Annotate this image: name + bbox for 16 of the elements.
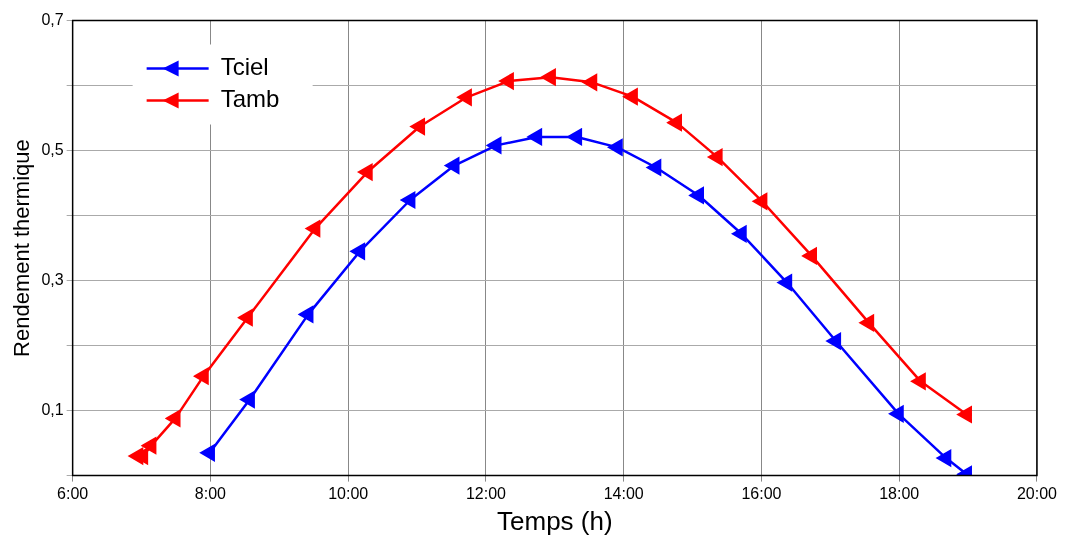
y-axis-title: Rendement thermique	[9, 139, 35, 357]
y-tick-label: 0,7	[41, 11, 64, 29]
x-tick-label: 14:00	[603, 484, 644, 502]
y-tick-label: 0,3	[41, 271, 64, 289]
y-tick-label: 0,1	[41, 401, 64, 419]
x-tick-label: 10:00	[328, 484, 369, 502]
x-tick-label: 8:00	[194, 484, 227, 502]
x-tick-label: 20:00	[1016, 484, 1058, 502]
y-tick-label: 0,5	[41, 141, 64, 159]
legend-label: Tamb	[220, 85, 280, 113]
legend-label: Tciel	[220, 53, 269, 81]
x-axis-title: Temps (h)	[497, 505, 613, 536]
x-tick-label: 18:00	[879, 484, 920, 502]
x-tick-label: 12:00	[465, 484, 507, 502]
x-tick-label: 6:00	[57, 484, 89, 502]
x-tick-label: 16:00	[741, 484, 782, 502]
